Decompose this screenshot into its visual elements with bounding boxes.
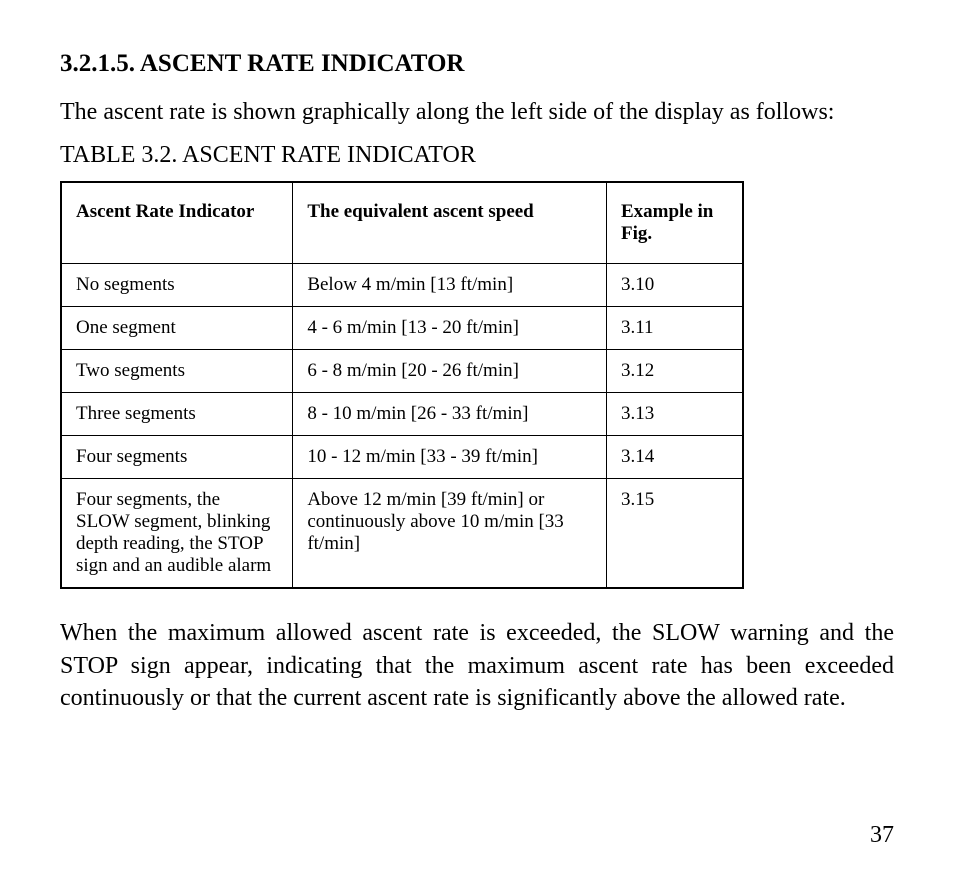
table-cell: Above 12 m/min [39 ft/min] or continuous…	[293, 479, 607, 589]
table-header-cell: Ascent Rate Indicator	[61, 182, 293, 264]
table-cell: 8 - 10 m/min [26 - 33 ft/min]	[293, 393, 607, 436]
table-cell: 4 - 6 m/min [13 - 20 ft/min]	[293, 307, 607, 350]
outro-paragraph: When the maximum allowed ascent rate is …	[60, 617, 894, 714]
table-row: Three segments 8 - 10 m/min [26 - 33 ft/…	[61, 393, 743, 436]
table-cell: Two segments	[61, 350, 293, 393]
table-row: Two segments 6 - 8 m/min [20 - 26 ft/min…	[61, 350, 743, 393]
table-row: Four segments 10 - 12 m/min [33 - 39 ft/…	[61, 436, 743, 479]
section-heading: 3.2.1.5. ASCENT RATE INDICATOR	[60, 50, 894, 78]
table-cell: 10 - 12 m/min [33 - 39 ft/min]	[293, 436, 607, 479]
table-header-row: Ascent Rate Indicator The equivalent asc…	[61, 182, 743, 264]
table-cell: One segment	[61, 307, 293, 350]
table-cell: 3.14	[606, 436, 742, 479]
table-cell: Four segments, the SLOW segment, blinkin…	[61, 479, 293, 589]
table-cell: 3.11	[606, 307, 742, 350]
table-caption: TABLE 3.2. ASCENT RATE INDICATOR	[60, 142, 894, 169]
table-header-cell: The equivalent ascent speed	[293, 182, 607, 264]
table-cell: 3.13	[606, 393, 742, 436]
table-cell: Four segments	[61, 436, 293, 479]
ascent-rate-table: Ascent Rate Indicator The equivalent asc…	[60, 181, 744, 589]
table-cell: No segments	[61, 264, 293, 307]
page-number: 37	[870, 822, 894, 849]
table-row: One segment 4 - 6 m/min [13 - 20 ft/min]…	[61, 307, 743, 350]
document-page: 3.2.1.5. ASCENT RATE INDICATOR The ascen…	[0, 0, 954, 879]
table-cell: 6 - 8 m/min [20 - 26 ft/min]	[293, 350, 607, 393]
table-cell: Three segments	[61, 393, 293, 436]
table-row: Four segments, the SLOW segment, blinkin…	[61, 479, 743, 589]
table-cell: 3.10	[606, 264, 742, 307]
intro-paragraph: The ascent rate is shown graphically alo…	[60, 96, 894, 128]
table-row: No segments Below 4 m/min [13 ft/min] 3.…	[61, 264, 743, 307]
table-cell: 3.12	[606, 350, 742, 393]
table-cell: Below 4 m/min [13 ft/min]	[293, 264, 607, 307]
table-cell: 3.15	[606, 479, 742, 589]
table-header-cell: Example in Fig.	[606, 182, 742, 264]
